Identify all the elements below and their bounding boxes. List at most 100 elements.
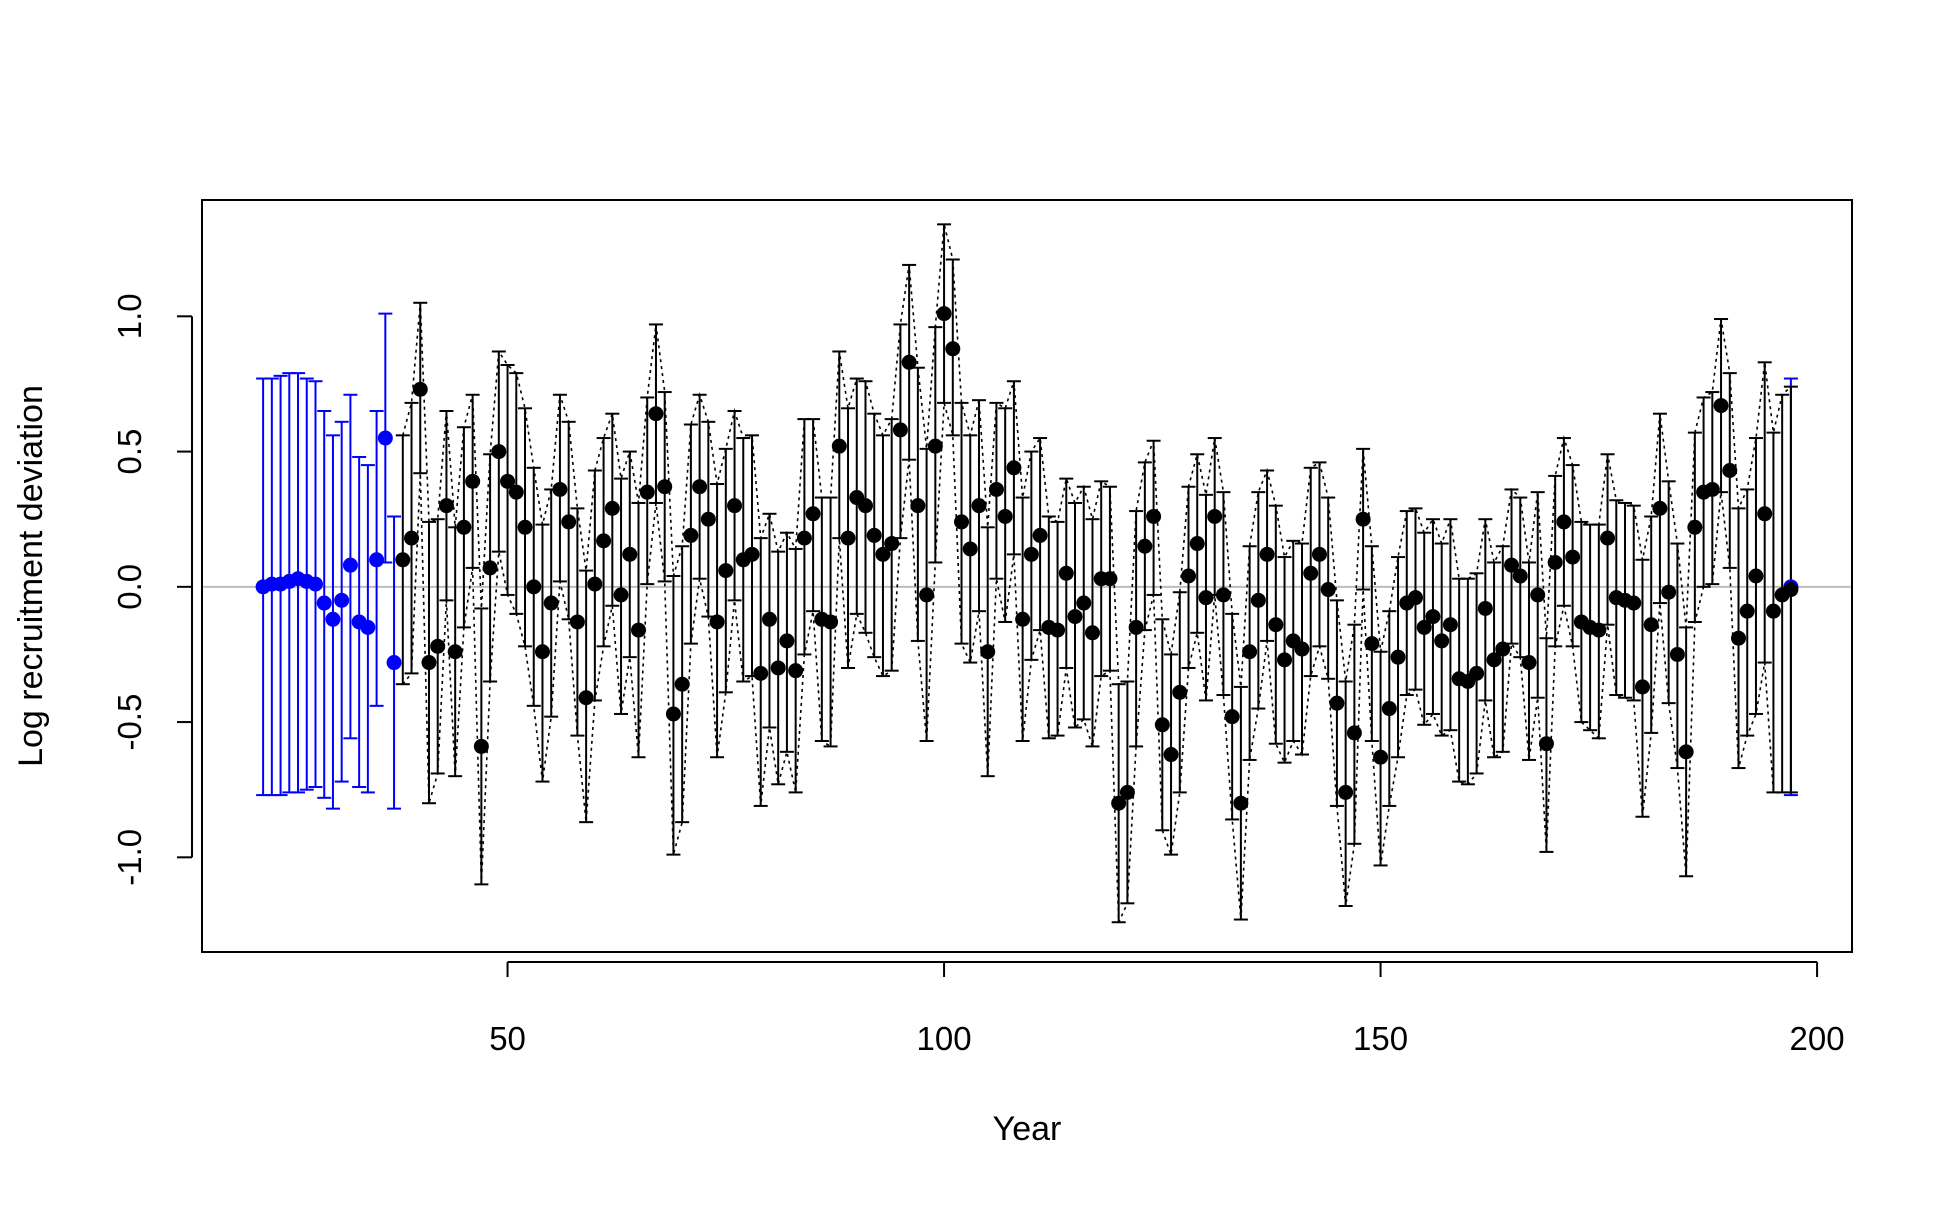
data-point — [1058, 565, 1074, 581]
data-point — [1687, 519, 1703, 535]
data-point — [1268, 617, 1284, 633]
data-point — [482, 560, 498, 576]
data-point — [325, 611, 341, 627]
data-point — [1713, 398, 1729, 414]
data-point — [1416, 619, 1432, 635]
data-point — [1530, 587, 1546, 603]
data-point — [1181, 568, 1197, 584]
data-point — [997, 508, 1013, 524]
data-point — [342, 557, 358, 573]
data-point — [1600, 530, 1616, 546]
data-point — [1495, 641, 1511, 657]
data-point — [1765, 603, 1781, 619]
data-point — [857, 498, 873, 514]
data-point — [1084, 625, 1100, 641]
data-point — [980, 644, 996, 660]
lower-interval-dotted-line — [402, 402, 1791, 923]
y-tick-label: 0.0 — [111, 564, 148, 610]
data-point — [1163, 747, 1179, 763]
y-tick-label: 0.5 — [111, 429, 148, 475]
data-point — [1320, 582, 1336, 598]
data-point — [1591, 622, 1607, 638]
data-point — [491, 444, 507, 460]
data-point — [604, 500, 620, 516]
plot-frame — [201, 199, 1853, 953]
data-point — [648, 406, 664, 422]
data-point — [910, 498, 926, 514]
data-point — [534, 644, 550, 660]
data-point — [692, 479, 708, 495]
data-point — [1119, 784, 1135, 800]
data-point — [412, 381, 428, 397]
data-point — [884, 536, 900, 552]
data-point — [561, 514, 577, 530]
data-point — [831, 438, 847, 454]
data-point — [1329, 695, 1345, 711]
data-point — [421, 655, 437, 671]
data-point — [404, 530, 420, 546]
data-point — [1626, 595, 1642, 611]
data-point — [866, 527, 882, 543]
data-point — [779, 633, 795, 649]
data-point — [1050, 622, 1066, 638]
data-point — [639, 484, 655, 500]
data-point — [543, 595, 559, 611]
data-point — [1311, 546, 1327, 562]
data-point — [1250, 592, 1266, 608]
data-point — [1634, 679, 1650, 695]
data-point — [334, 592, 350, 608]
data-point — [971, 498, 987, 514]
data-point — [631, 622, 647, 638]
data-point — [805, 506, 821, 522]
data-point — [1346, 725, 1362, 741]
data-point — [1669, 646, 1685, 662]
data-point — [954, 514, 970, 530]
data-point — [456, 519, 472, 535]
data-point — [473, 738, 489, 754]
data-point — [788, 663, 804, 679]
data-point — [1521, 655, 1537, 671]
data-point — [770, 660, 786, 676]
data-point — [1547, 554, 1563, 570]
data-point — [1390, 649, 1406, 665]
x-tick-label: 150 — [1353, 1020, 1408, 1057]
data-point — [1154, 717, 1170, 733]
data-point — [727, 498, 743, 514]
data-point — [709, 614, 725, 630]
data-point — [875, 546, 891, 562]
data-point — [1233, 795, 1249, 811]
data-point — [1364, 636, 1380, 652]
data-point — [988, 481, 1004, 497]
data-point — [1303, 565, 1319, 581]
data-point — [596, 533, 612, 549]
data-point — [1102, 571, 1118, 587]
data-point — [386, 655, 402, 671]
data-point — [526, 579, 542, 595]
y-axis-title: Log recruitment deviation — [12, 385, 50, 767]
data-point — [1442, 617, 1458, 633]
data-point — [1015, 611, 1031, 627]
data-point — [1189, 536, 1205, 552]
data-point — [901, 354, 917, 370]
data-point — [1731, 630, 1747, 646]
data-point — [1294, 641, 1310, 657]
data-point — [1277, 652, 1293, 668]
data-point — [718, 563, 734, 579]
data-point — [936, 306, 952, 322]
data-point — [674, 676, 690, 692]
data-point — [1783, 582, 1799, 598]
data-point — [1067, 609, 1083, 625]
x-tick-label: 100 — [917, 1020, 972, 1057]
data-point — [430, 638, 446, 654]
data-point — [1207, 508, 1223, 524]
data-point — [919, 587, 935, 603]
data-point — [1215, 587, 1231, 603]
data-point — [1425, 609, 1441, 625]
data-point — [1128, 619, 1144, 635]
data-point — [1338, 784, 1354, 800]
data-point — [753, 665, 769, 681]
data-point — [665, 706, 681, 722]
data-point — [500, 473, 516, 489]
data-point — [1556, 514, 1572, 530]
